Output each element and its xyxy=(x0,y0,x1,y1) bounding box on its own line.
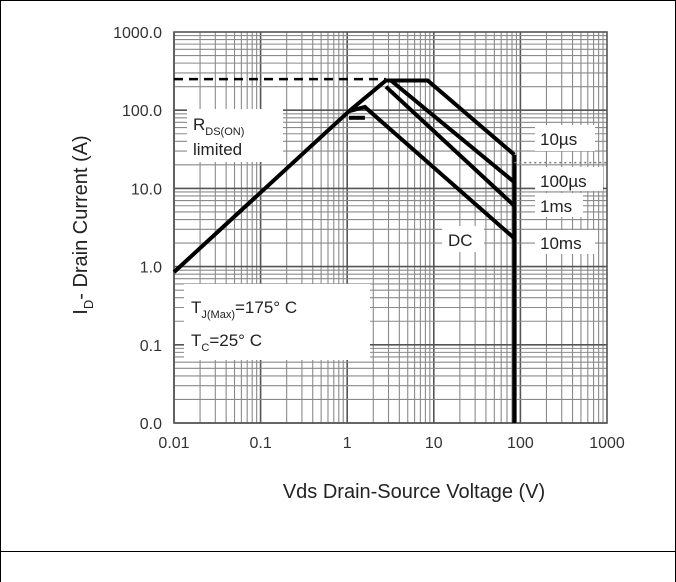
rds-label-box: RDS(ON) limited xyxy=(187,109,283,162)
x-tick-label: 100 xyxy=(507,435,534,452)
series-line-2 xyxy=(389,78,516,184)
y-axis-label: ID- Drain Current (A) xyxy=(70,135,96,314)
y-tick-label: 10.0 xyxy=(131,181,162,198)
rds-label: RDS(ON) xyxy=(193,115,244,138)
curve-labels: 10µs 100µs 1ms 10ms DC xyxy=(442,125,603,254)
annotations: RDS(ON) limited TJ(Max)=175° C TC=25° C … xyxy=(184,109,603,360)
series-line-1 xyxy=(385,78,516,157)
tj-tc-label-box: TJ(Max)=175° C TC=25° C xyxy=(184,284,370,360)
series-line-4 xyxy=(348,104,516,240)
label-1ms: 1ms xyxy=(540,197,572,216)
tc-label: TC=25° C xyxy=(191,331,262,354)
x-tick-label: 0.01 xyxy=(158,435,189,452)
plot-border xyxy=(173,31,608,424)
rds-limited-label: limited xyxy=(193,140,242,159)
x-tick-label: 0.1 xyxy=(249,435,271,452)
series-line-3 xyxy=(384,85,516,208)
x-axis-label: Vds Drain-Source Voltage (V) xyxy=(283,481,545,503)
label-dc: DC xyxy=(448,231,473,250)
tj-label: TJ(Max)=175° C xyxy=(191,298,297,321)
series-group xyxy=(172,77,607,423)
x-tick-label: 10 xyxy=(425,435,443,452)
y-tick-label: 100.0 xyxy=(122,103,162,120)
y-tick-label: 1000.0 xyxy=(113,25,162,42)
y-tick-label: 0.1 xyxy=(140,338,162,355)
y-tick-label: 1.0 xyxy=(140,260,162,277)
label-10us: 10µs xyxy=(540,130,577,149)
x-tick-label: 1000 xyxy=(589,435,625,452)
y-tick-label: 0.0 xyxy=(140,416,162,433)
label-10ms: 10ms xyxy=(540,234,582,253)
x-tick-label: 1 xyxy=(343,435,352,452)
label-100us: 100µs xyxy=(540,172,587,191)
tick-labels: 0.01 0.1 1 10 100 1000 0.0 0.1 1.0 10.0 100.0 1000.… xyxy=(113,25,625,452)
